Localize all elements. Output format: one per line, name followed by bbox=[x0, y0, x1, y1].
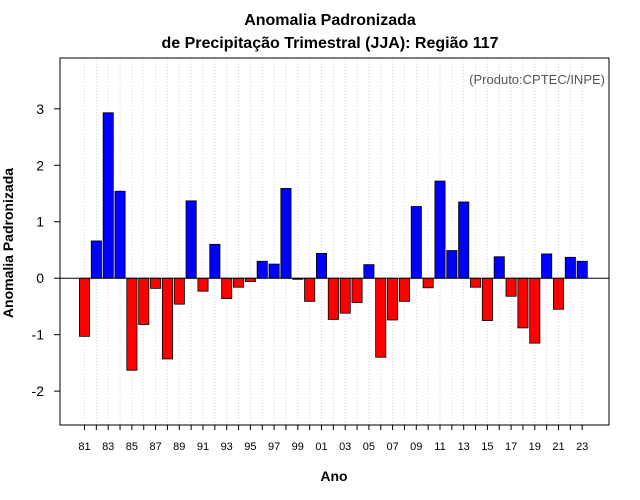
x-tick-label-89: 89 bbox=[173, 441, 185, 453]
bar-91 bbox=[197, 277, 209, 292]
bar-17 bbox=[505, 277, 517, 297]
y-tick-label--2: -2 bbox=[32, 383, 45, 399]
x-tick-label-05: 05 bbox=[363, 441, 375, 453]
x-tick-label-07: 07 bbox=[386, 441, 398, 453]
bar-84 bbox=[114, 190, 126, 279]
bar-13 bbox=[458, 201, 470, 279]
bar-23 bbox=[576, 260, 588, 279]
chart-title-line1: Anomalia Padronizada bbox=[244, 12, 416, 29]
x-tick-label-91: 91 bbox=[197, 441, 209, 453]
bar-86 bbox=[138, 277, 150, 325]
bar-82 bbox=[90, 240, 102, 279]
bar-87 bbox=[150, 277, 162, 289]
x-tick-label-11: 11 bbox=[434, 441, 445, 453]
x-tick-label-93: 93 bbox=[221, 441, 233, 453]
x-tick-label-81: 81 bbox=[78, 441, 90, 453]
plot-frame bbox=[59, 57, 610, 426]
bar-01 bbox=[315, 252, 327, 279]
bar-10 bbox=[422, 277, 434, 289]
bar-14 bbox=[470, 277, 482, 288]
x-tick-label-15: 15 bbox=[481, 441, 493, 453]
bar-95 bbox=[244, 277, 256, 282]
bar-89 bbox=[173, 277, 185, 305]
x-tick-label-03: 03 bbox=[339, 441, 351, 453]
x-tick-label-85: 85 bbox=[126, 441, 138, 453]
x-tick-label-19: 19 bbox=[529, 441, 541, 453]
x-tick-label-95: 95 bbox=[244, 441, 256, 453]
y-tick-label--1: -1 bbox=[32, 327, 45, 343]
bar-92 bbox=[209, 243, 221, 279]
bar-88 bbox=[161, 277, 173, 360]
x-axis-title: Ano bbox=[320, 468, 347, 484]
y-tick-label-0: 0 bbox=[36, 270, 44, 286]
bar-90 bbox=[185, 200, 197, 279]
x-tick-label-83: 83 bbox=[102, 441, 114, 453]
x-tick-label-23: 23 bbox=[576, 441, 588, 453]
bar-00 bbox=[304, 277, 316, 302]
chart-title-line2: de Precipitação Trimestral (JJA): Região… bbox=[161, 35, 498, 52]
bar-18 bbox=[517, 277, 529, 329]
bar-19 bbox=[529, 277, 541, 344]
x-tick-label-21: 21 bbox=[552, 441, 564, 453]
bar-83 bbox=[102, 112, 114, 279]
bar-96 bbox=[256, 260, 268, 279]
x-tick-label-13: 13 bbox=[458, 441, 470, 453]
bar-81 bbox=[79, 277, 91, 337]
x-tick-label-99: 99 bbox=[292, 441, 304, 453]
bar-04 bbox=[351, 277, 363, 303]
y-tick-label-2: 2 bbox=[36, 157, 44, 173]
bar-11 bbox=[434, 180, 446, 279]
x-tick-label-01: 01 bbox=[315, 441, 327, 453]
bar-98 bbox=[280, 188, 292, 279]
bar-85 bbox=[126, 277, 138, 371]
bar-07 bbox=[387, 277, 399, 321]
bar-15 bbox=[481, 277, 493, 321]
bar-93 bbox=[221, 277, 233, 299]
bar-02 bbox=[327, 277, 339, 320]
y-tick-label-1: 1 bbox=[36, 214, 44, 230]
bar-94 bbox=[233, 277, 245, 288]
bar-21 bbox=[553, 277, 565, 310]
x-tick-label-97: 97 bbox=[268, 441, 280, 453]
bar-06 bbox=[375, 277, 387, 358]
product-credit: (Produto:CPTEC/INPE) bbox=[469, 72, 605, 87]
bar-05 bbox=[363, 264, 375, 279]
bar-08 bbox=[398, 277, 410, 302]
bar-97 bbox=[268, 263, 280, 279]
bar-12 bbox=[446, 250, 458, 279]
y-tick-label-3: 3 bbox=[36, 101, 44, 117]
bar-09 bbox=[410, 206, 422, 279]
x-tick-label-17: 17 bbox=[505, 441, 517, 453]
bar-03 bbox=[339, 277, 351, 314]
bar-16 bbox=[493, 256, 505, 279]
bar-20 bbox=[541, 253, 553, 279]
x-tick-label-09: 09 bbox=[410, 441, 422, 453]
bar-22 bbox=[564, 256, 576, 279]
y-axis-title: Anomalia Padronizada bbox=[0, 168, 16, 318]
x-tick-label-87: 87 bbox=[149, 441, 161, 453]
